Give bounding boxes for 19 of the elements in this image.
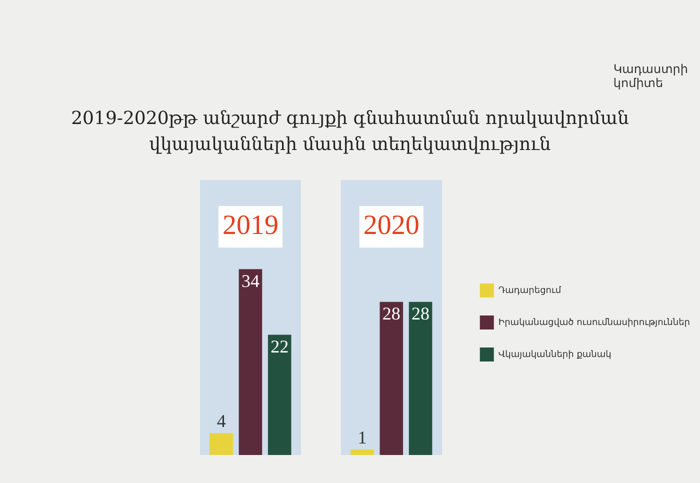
chart-title: 2019-2020թթ անշարժ գույքի գնահատման որակավորման վկայականների մասին տեղեկատվություն <box>70 107 630 157</box>
bar <box>350 450 374 455</box>
data-label: 28 <box>382 304 400 324</box>
data-label: 34 <box>241 270 260 291</box>
bar <box>268 334 292 455</box>
x-tick-label: 2019 <box>222 210 278 242</box>
legend-label: Դադարեցում <box>498 286 562 296</box>
legend-label: Իրականացված ուսումնասիրություններ <box>498 318 690 328</box>
bar <box>238 269 262 455</box>
data-label: 22 <box>270 336 289 356</box>
bar <box>380 302 404 455</box>
data-label: 1 <box>358 427 367 448</box>
data-label: 4 <box>216 410 226 431</box>
legend-label: Վկայականների քանակ <box>498 350 612 360</box>
data-label: 28 <box>412 304 430 324</box>
bar <box>408 302 432 455</box>
bar <box>210 433 233 455</box>
x-tick-label: 2020 <box>363 210 420 242</box>
text: Կադաստրի կոմիտե <box>613 62 688 90</box>
